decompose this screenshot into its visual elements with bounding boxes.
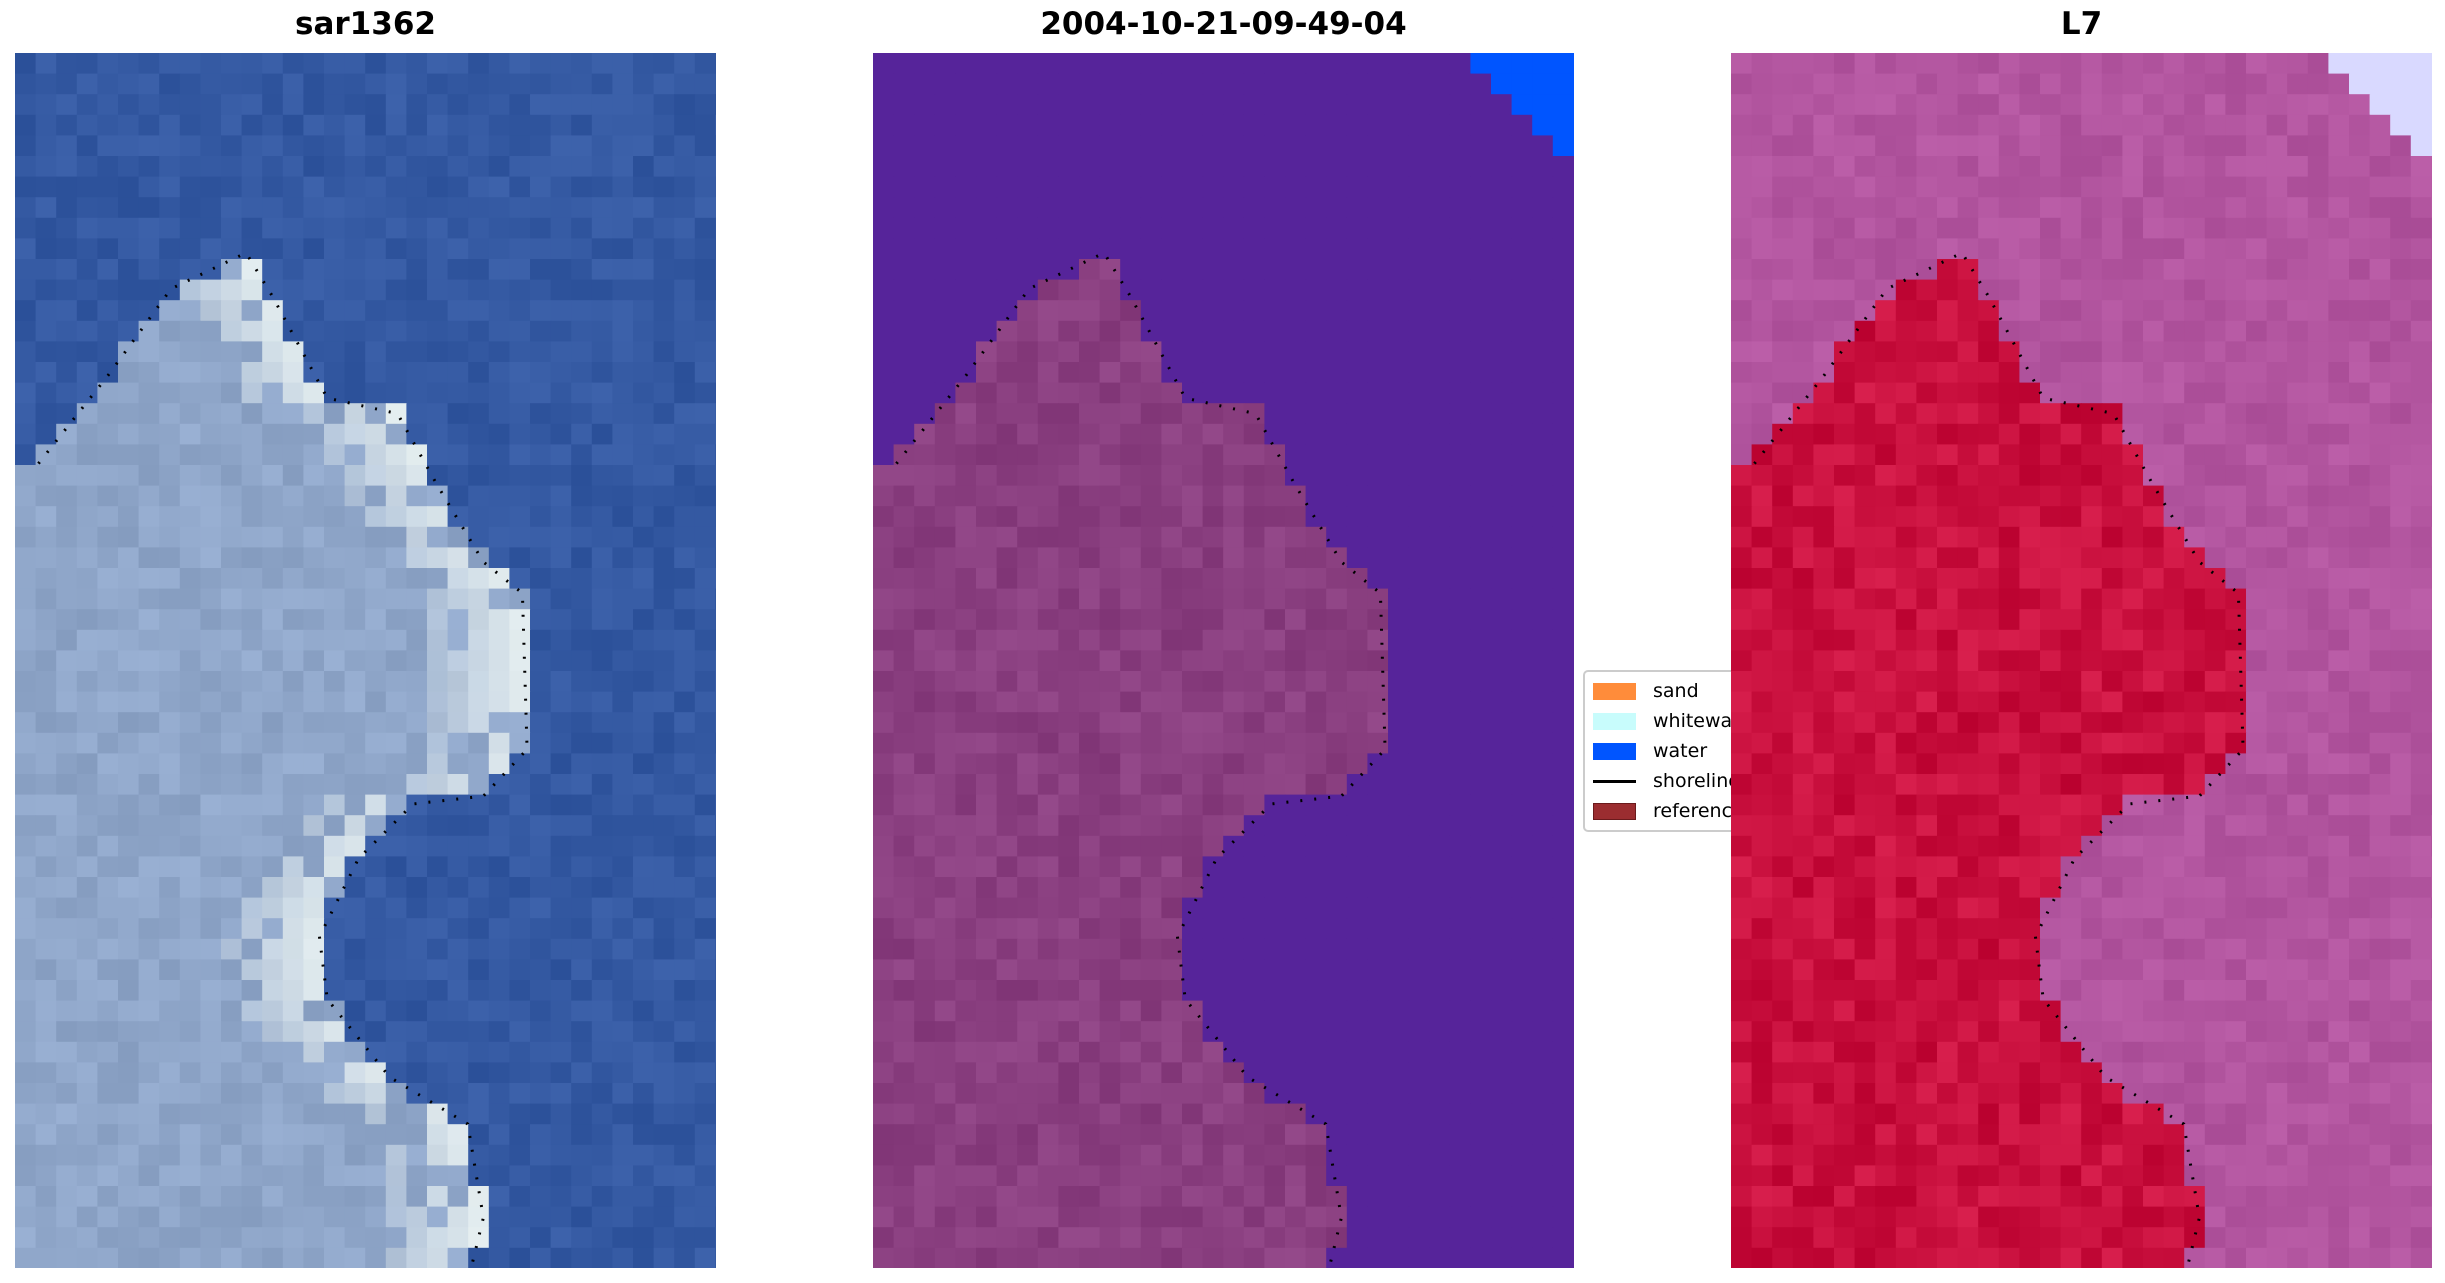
- legend-label: water: [1653, 740, 1708, 762]
- sand-swatch: [1593, 682, 1636, 700]
- raster-image: [873, 53, 1574, 1268]
- whitewater-swatch: [1593, 712, 1636, 730]
- legend-item-reference: reference: [1593, 800, 1744, 822]
- panel-title-l7: L7: [2060, 6, 2103, 42]
- reference-swatch: [1593, 802, 1636, 820]
- raster-image: [15, 53, 716, 1268]
- classification-image-panel: [873, 53, 1574, 1268]
- panel-title-sar: sar1362: [295, 6, 436, 42]
- legend-label: shoreline: [1653, 770, 1740, 792]
- sar-image-panel: [15, 53, 716, 1268]
- panel-title-date: 2004-10-21-09-49-04: [1040, 6, 1407, 42]
- l7-image-panel: [1731, 53, 2432, 1268]
- legend-label: reference: [1653, 800, 1744, 822]
- shoreline-dotted-line: [37, 250, 529, 1268]
- raster-image: [1731, 53, 2432, 1268]
- water-swatch: [1593, 742, 1636, 760]
- legend-item-water: water: [1593, 740, 1707, 762]
- shoreline-dotted-line: [895, 250, 1387, 1268]
- shoreline-line-swatch: [1593, 779, 1636, 783]
- shoreline-dotted-line: [1753, 250, 2245, 1268]
- legend-item-shoreline: shoreline: [1593, 770, 1740, 792]
- legend-label: sand: [1653, 680, 1699, 702]
- legend-item-sand: sand: [1593, 680, 1699, 702]
